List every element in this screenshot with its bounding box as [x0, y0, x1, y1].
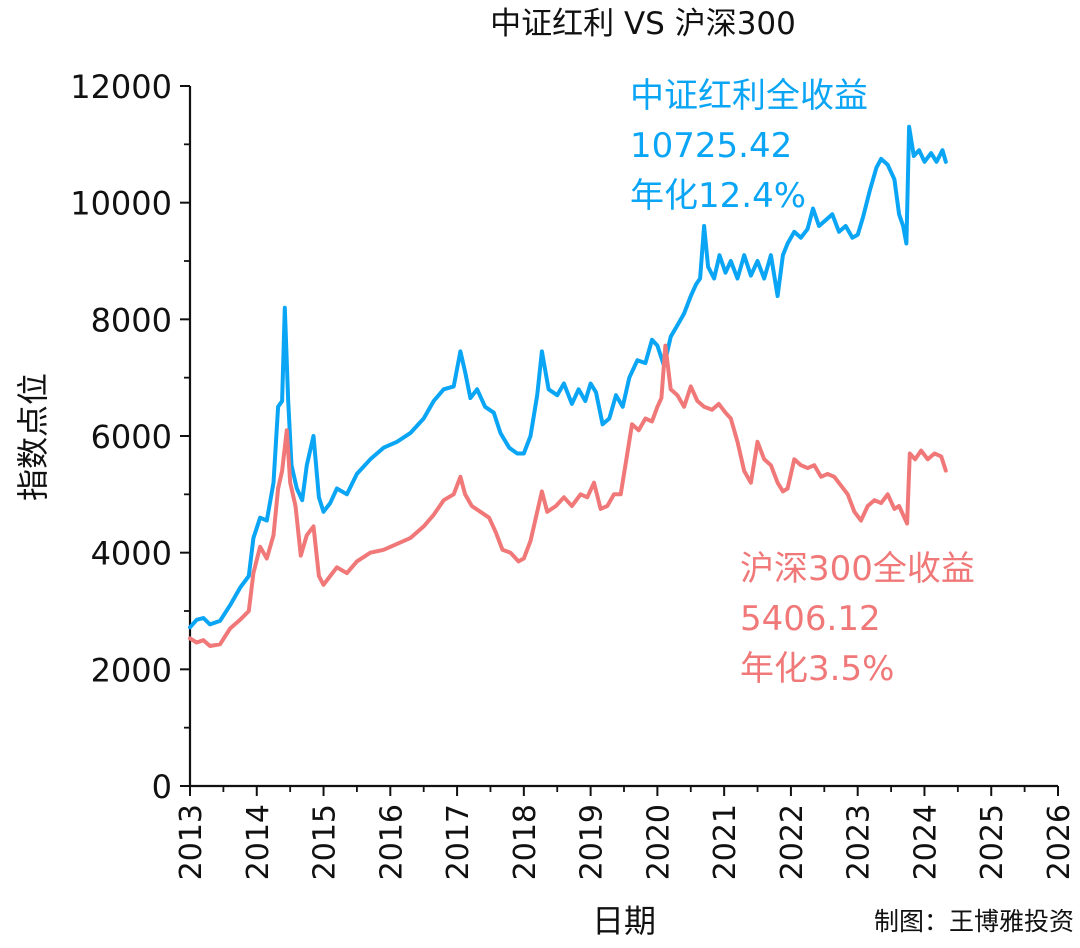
series-name-label: 中证红利全收益 — [630, 76, 868, 116]
y-tick-label: 8000 — [91, 301, 172, 339]
credit-label: 制图：王博雅投资 — [874, 907, 1074, 936]
x-tick-label: 2016 — [374, 804, 409, 880]
x-tick-label: 2020 — [641, 804, 676, 880]
x-tick-label: 2021 — [708, 804, 743, 880]
x-tick-label-group: 2013 — [174, 804, 209, 880]
axes: 0 2000 4000 6000 8000 10000 12000 2013 2014 2015 2… — [70, 68, 1077, 880]
series-final-value-label: 10725.42 — [630, 126, 792, 166]
x-tick-label-group: 2023 — [842, 804, 877, 880]
x-tick-label-group: 2024 — [908, 804, 943, 880]
x-tick-label: 2015 — [308, 804, 343, 880]
series-annualized-label: 年化12.4% — [630, 176, 806, 216]
y-tick-label: 12000 — [70, 68, 172, 106]
x-tick-label: 2017 — [441, 804, 476, 880]
x-tick-label-group: 2025 — [975, 804, 1010, 880]
chart-title: 中证红利 VS 沪深300 — [490, 6, 796, 42]
x-tick-label-group: 2015 — [308, 804, 343, 880]
x-tick-label: 2023 — [842, 804, 877, 880]
x-tick-label-group: 2019 — [575, 804, 610, 880]
series-line-1 — [188, 343, 948, 648]
x-tick-label-group: 2020 — [641, 804, 676, 880]
x-tick-label-group: 2017 — [441, 804, 476, 880]
y-tick-label: 4000 — [91, 535, 172, 573]
series-annotation-csi300: 沪深300全收益 5406.12 年化3.5% — [740, 549, 975, 689]
series-line-0 — [188, 124, 948, 630]
x-tick-label-group: 2026 — [1042, 804, 1077, 880]
series-layer — [188, 124, 948, 648]
series-final-value-label: 5406.12 — [740, 599, 881, 639]
x-tick-label: 2025 — [975, 804, 1010, 880]
x-tick-label: 2018 — [508, 804, 543, 880]
series-name-label: 沪深300全收益 — [740, 549, 975, 589]
x-tick-label: 2013 — [174, 804, 209, 880]
y-tick-label: 10000 — [70, 185, 172, 223]
x-tick-label-group: 2022 — [775, 804, 810, 880]
x-tick-label-group: 2018 — [508, 804, 543, 880]
y-tick-label: 0 — [152, 768, 172, 806]
y-axis-label-text: 指数点位 — [14, 373, 52, 501]
x-tick-label: 2019 — [575, 804, 610, 880]
y-tick-label: 6000 — [91, 418, 172, 456]
x-tick-label: 2014 — [241, 804, 276, 880]
x-tick-label-group: 2016 — [374, 804, 409, 880]
y-tick-label: 2000 — [91, 651, 172, 689]
x-tick-label: 2022 — [775, 804, 810, 880]
y-axis-label: 指数点位 — [14, 373, 52, 501]
x-tick-label: 2024 — [908, 804, 943, 880]
x-tick-label-group: 2021 — [708, 804, 743, 880]
x-tick-label-group: 2014 — [241, 804, 276, 880]
x-axis-label: 日期 — [592, 902, 656, 940]
x-tick-label: 2026 — [1042, 804, 1077, 880]
series-annotation-dividend: 中证红利全收益 10725.42 年化12.4% — [630, 76, 868, 216]
series-annualized-label: 年化3.5% — [740, 649, 894, 689]
